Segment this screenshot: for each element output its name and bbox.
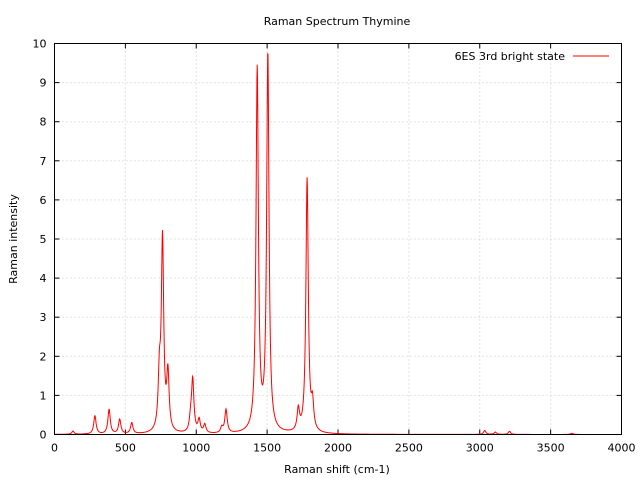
- x-axis-label: Raman shift (cm-1): [284, 463, 390, 476]
- chart-title: Raman Spectrum Thymine: [264, 15, 411, 28]
- x-tick-label: 500: [115, 442, 136, 455]
- plot-frame: [54, 43, 622, 435]
- grid-lines: [54, 43, 622, 435]
- x-tick-label: 2500: [395, 442, 423, 455]
- x-tick-label: 3000: [466, 442, 494, 455]
- y-tick-label: 9: [40, 77, 47, 90]
- x-tick-label: 3500: [537, 442, 565, 455]
- y-tick-label: 1: [40, 389, 47, 402]
- y-tick-label: 5: [40, 233, 47, 246]
- y-tick-label: 6: [40, 194, 47, 207]
- axis-ticks: 0 500 1000 1500 2000 2500 3000 3500 4000 0 1 2 3 4 5 6 7…: [33, 38, 636, 455]
- x-tick-label: 1000: [182, 442, 210, 455]
- y-tick-label: 7: [40, 155, 47, 168]
- x-tick-label: 0: [51, 442, 58, 455]
- legend: 6ES 3rd bright state: [455, 50, 609, 63]
- y-tick-label: 10: [33, 38, 47, 51]
- y-axis-label: Raman intensity: [7, 194, 20, 284]
- x-tick-label: 1500: [253, 442, 281, 455]
- y-tick-label: 2: [40, 350, 47, 363]
- y-tick-label: 0: [40, 429, 47, 442]
- legend-entry-label: 6ES 3rd bright state: [455, 50, 566, 63]
- x-tick-label: 2000: [324, 442, 352, 455]
- x-tick-label: 4000: [608, 442, 636, 455]
- y-tick-label: 8: [40, 116, 47, 129]
- y-tick-label: 4: [40, 272, 47, 285]
- y-tick-label: 3: [40, 311, 47, 324]
